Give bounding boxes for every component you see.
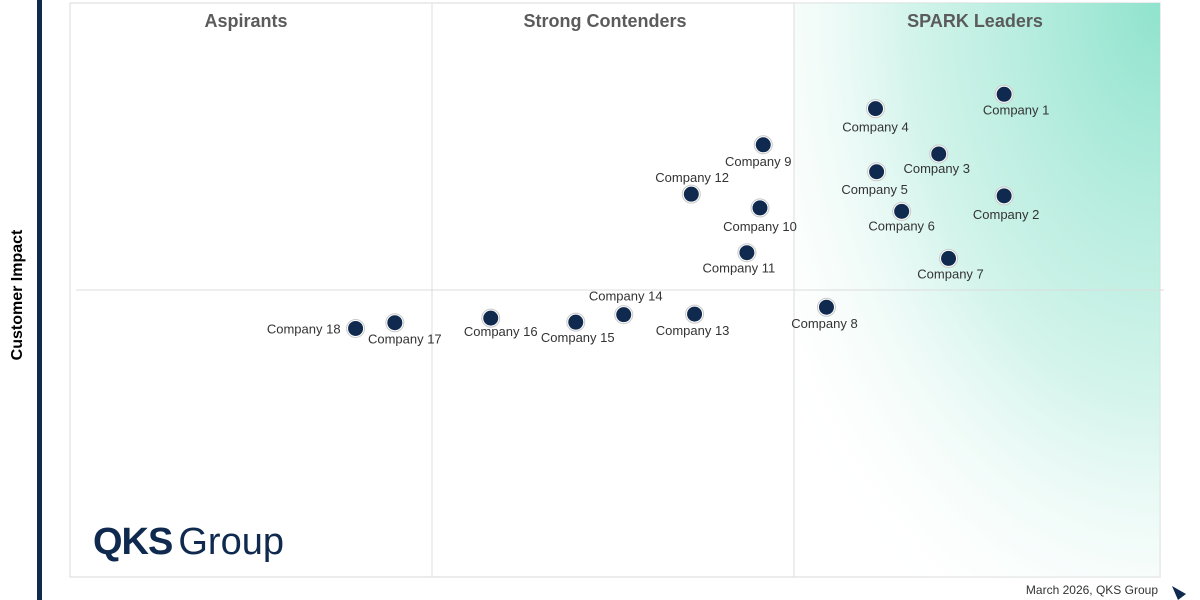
data-point: Company 1 [983,84,1049,117]
data-point-marker [996,86,1012,102]
data-point: Company 18 [267,318,366,338]
data-point: Company 14 [589,289,663,325]
data-point: Company 6 [868,201,935,233]
data-point-label: Company 13 [656,323,730,338]
quadrant-title-aspirants: Aspirants [204,11,287,31]
axis-bar [37,0,42,600]
data-point-label: Company 18 [267,321,341,336]
data-point-marker [755,137,771,153]
data-point-marker [683,186,699,202]
data-point-marker [616,307,632,323]
data-point: Company 11 [703,243,776,276]
data-point-marker [739,245,755,261]
data-point-marker [868,101,884,117]
data-point-marker [931,146,947,162]
data-point-marker [996,188,1012,204]
data-point-marker [387,315,403,331]
data-point-label: Company 7 [917,266,983,281]
data-point: Company 13 [656,304,730,338]
y-axis-label: Customer Impact [9,229,26,360]
data-point: Company 15 [541,312,615,345]
data-point: Company 3 [903,144,970,176]
data-point-label: Company 6 [868,218,934,233]
arrow-icon [1172,586,1186,600]
data-point-label: Company 17 [368,332,442,347]
data-point: Company 10 [723,198,797,234]
data-point: Company 12 [655,170,729,204]
footer-text: March 2026, QKS Group [1026,583,1158,597]
quadrant-title-spark-leaders: SPARK Leaders [907,11,1043,31]
data-point: Company 16 [464,308,538,339]
points-layer: Company 1 Company 2 Company 3 Company 4 Comp… [267,84,1049,347]
data-point-marker [894,203,910,219]
quadrant-title-strong-contenders: Strong Contenders [523,11,686,31]
data-point: Company 2 [973,186,1039,222]
data-point: Company 8 [791,297,858,331]
data-point: Company 9 [725,135,791,169]
data-point-label: Company 12 [655,170,729,185]
data-point-label: Company 14 [589,289,663,304]
data-point-marker [568,314,584,330]
data-point-label: Company 5 [841,182,907,197]
data-point-marker [483,310,499,326]
data-point: Company 17 [368,313,442,347]
data-point-label: Company 2 [973,207,1039,222]
data-point-label: Company 10 [723,219,797,234]
data-point-label: Company 16 [464,324,538,339]
data-point-label: Company 3 [903,161,969,176]
data-point: Company 5 [841,162,908,197]
data-point-label: Company 4 [842,120,908,135]
data-point: Company 7 [917,248,984,281]
data-point-marker [818,299,834,315]
data-point-label: Company 15 [541,330,615,345]
logo-sub: Group [178,521,284,563]
logo-main: QKS [93,521,172,563]
data-point-marker [869,164,885,180]
data-point-label: Company 8 [791,316,857,331]
data-point-marker [941,250,957,266]
qks-group-logo: QKS Group [93,521,284,563]
data-point-label: Company 11 [703,261,776,276]
data-point-marker [348,320,364,336]
data-point: Company 4 [842,99,909,135]
data-point-label: Company 1 [983,102,1049,117]
data-point-marker [687,306,703,322]
data-point-label: Company 9 [725,154,791,169]
data-point-marker [752,200,768,216]
